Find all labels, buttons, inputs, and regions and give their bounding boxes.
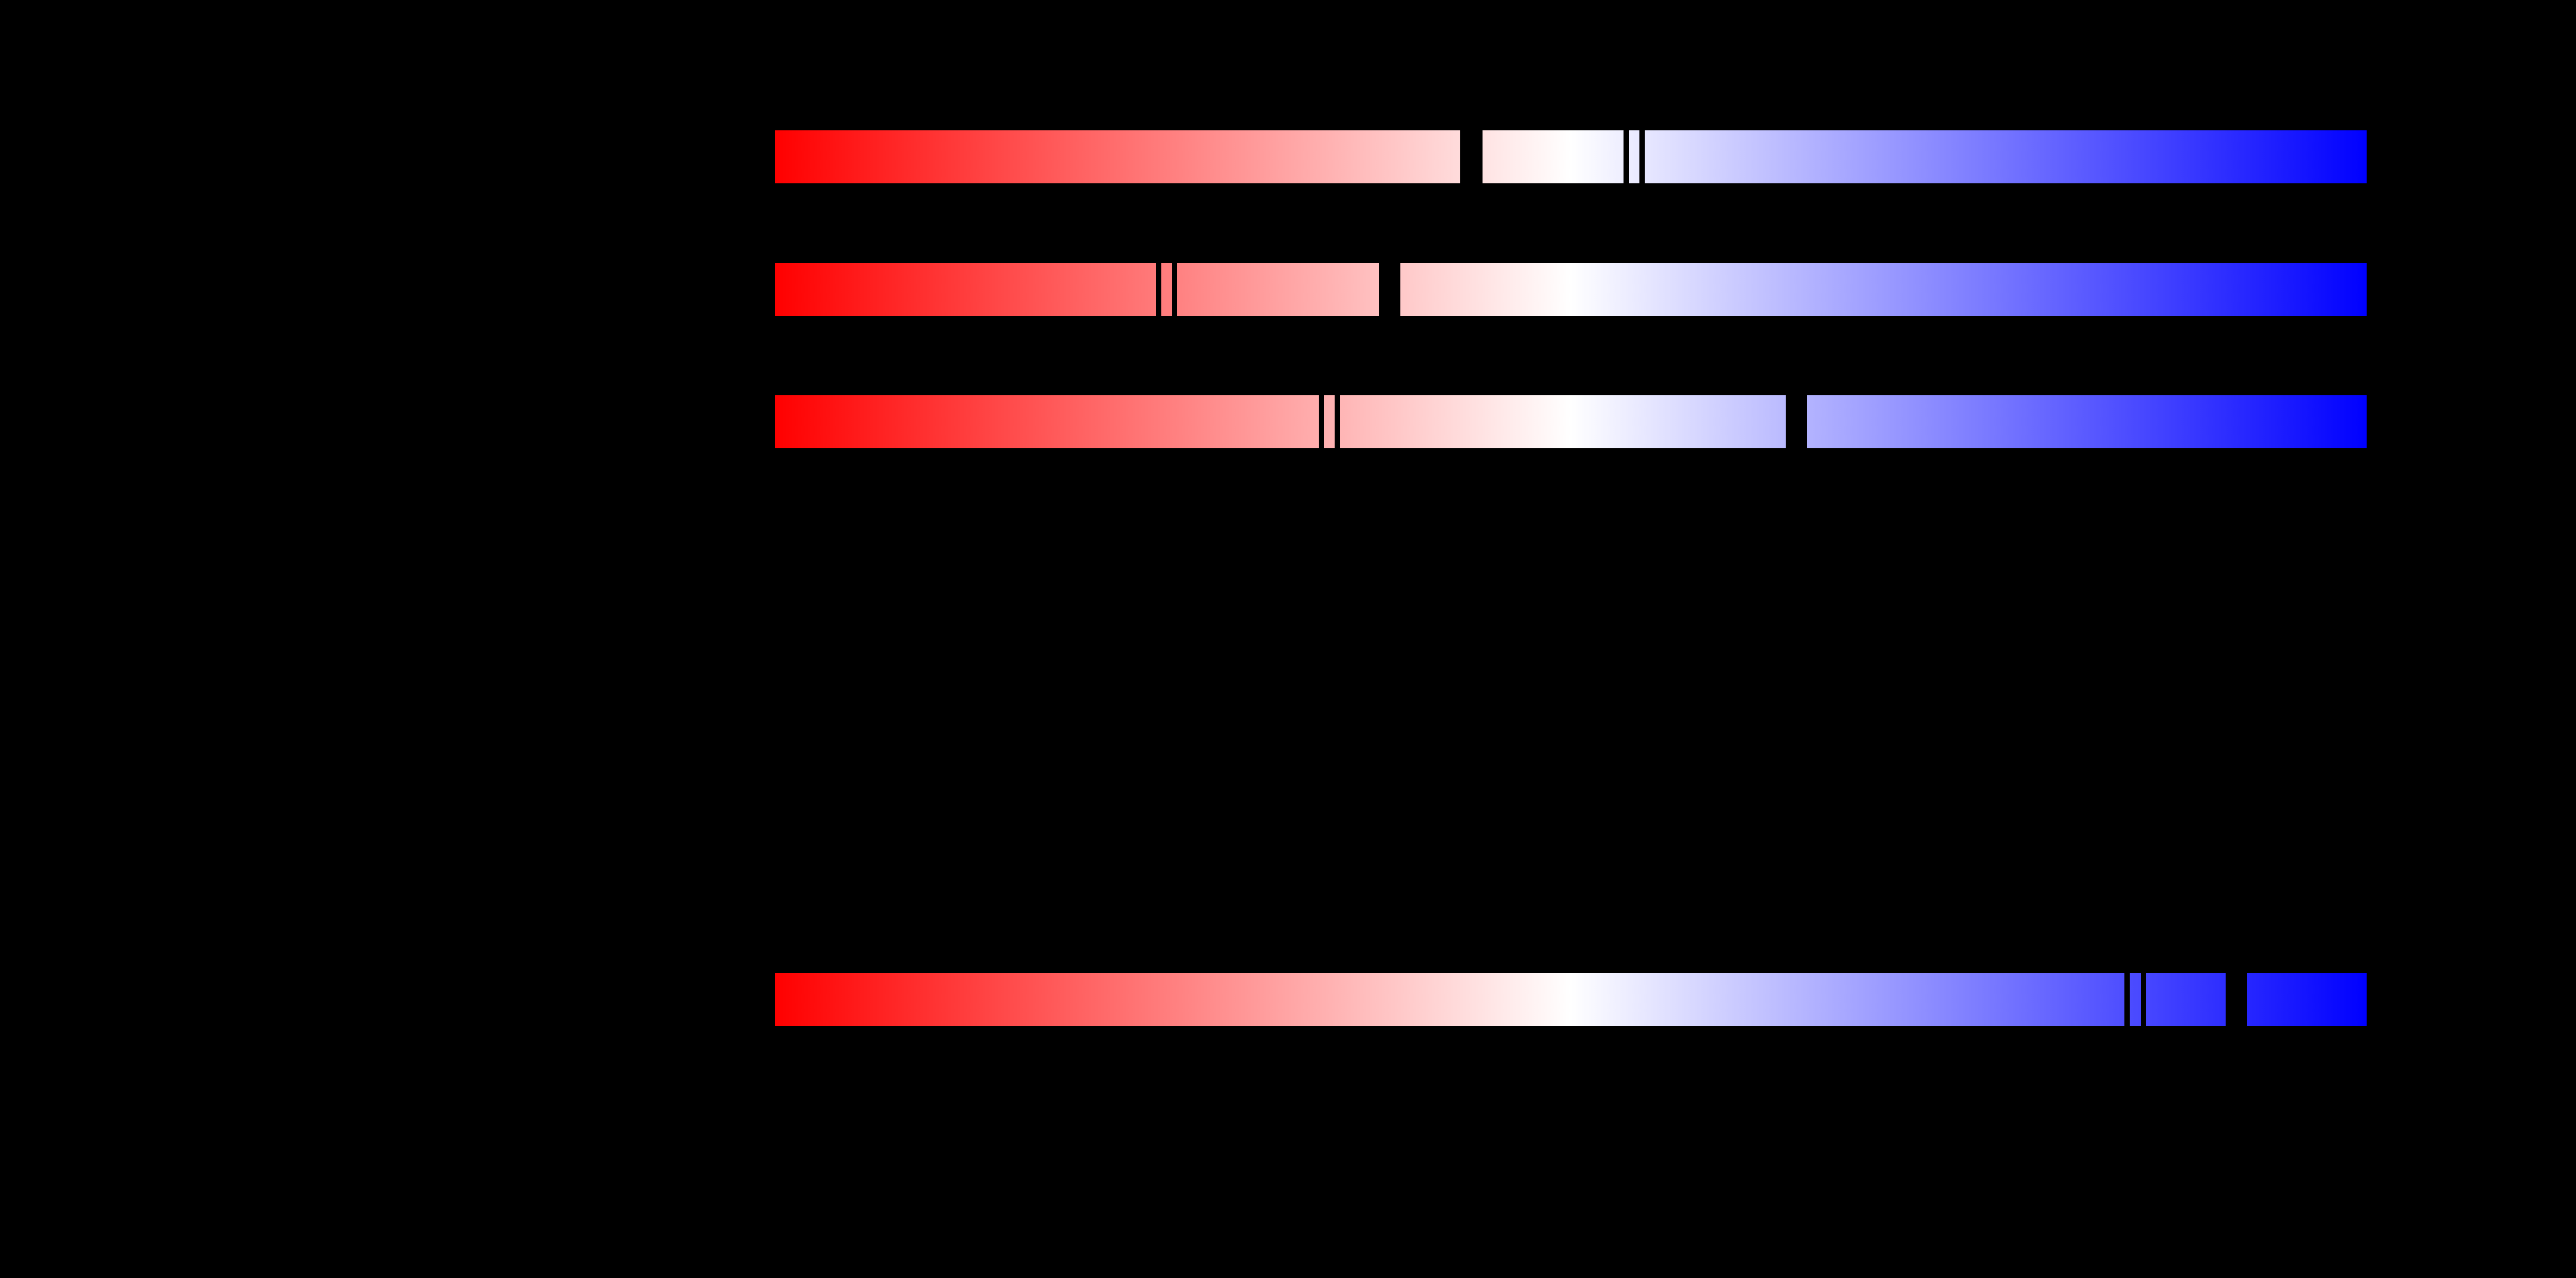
colorbar-tick-line xyxy=(1639,130,1645,184)
colorbar-tick-line xyxy=(1624,130,1629,184)
gradient-colorbar-1 xyxy=(775,130,2367,184)
colorbar-gap xyxy=(1460,130,1483,184)
colorbar-tick-line xyxy=(1335,395,1340,449)
colorbar-tick-line xyxy=(2124,972,2130,1026)
gradient-colorbar-3 xyxy=(775,395,2367,449)
colorbar-gap xyxy=(1379,262,1400,316)
gradient-colorbar-4 xyxy=(775,972,2367,1026)
gradient-colorbar-2 xyxy=(775,262,2367,316)
colorbar-tick-line xyxy=(1172,262,1177,316)
colorbar-gap xyxy=(2226,972,2247,1026)
colorbar-tick-line xyxy=(1319,395,1324,449)
colorbar-tick-line xyxy=(1156,262,1161,316)
colorbar-tick-line xyxy=(2141,972,2146,1026)
colorbar-gap xyxy=(1786,395,1807,449)
